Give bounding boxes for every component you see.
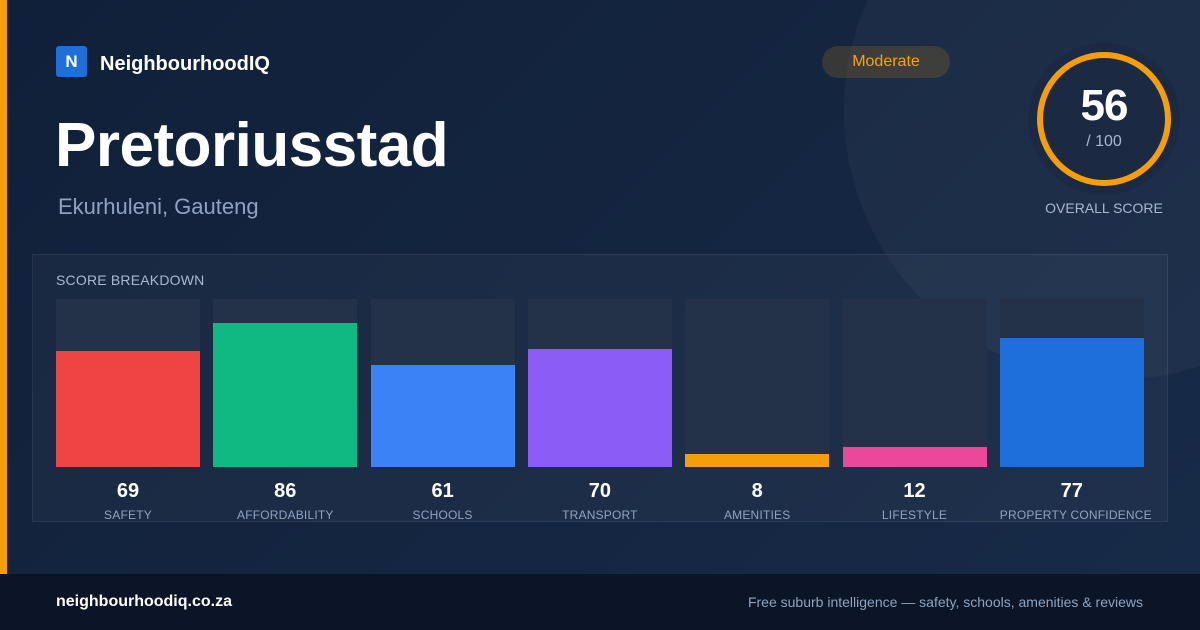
accent-stripe: [0, 0, 7, 574]
score-ring-backdrop: [1028, 43, 1180, 195]
breakdown-item-lifestyle: 12 LIFESTYLE: [842, 299, 987, 522]
bar-value: 77: [1060, 480, 1083, 502]
brand: N NeighbourhoodIQ: [56, 46, 270, 77]
bar-fill: [999, 338, 1144, 467]
share-card: N NeighbourhoodIQ Pretoriusstad Ekurhule…: [0, 0, 1200, 574]
footer-tagline: Free suburb intelligence — safety, schoo…: [747, 594, 1143, 610]
suburb-name: Pretoriusstad: [55, 111, 449, 180]
breakdown-item-safety: 69 SAFETY: [56, 299, 200, 522]
bar-label: AMENITIES: [723, 508, 791, 522]
rating-badge: Moderate: [822, 46, 950, 78]
brand-logo-icon: N: [56, 46, 87, 77]
bar-value: 8: [751, 480, 763, 502]
brand-name: NeighbourhoodIQ: [100, 53, 270, 75]
score-breakdown-panel: SCORE BREAKDOWN 69 SAFETY 86 AFFORDABILITY 6…: [32, 254, 1168, 522]
bar-fill: [370, 365, 515, 467]
bar-value: 86: [274, 480, 297, 502]
overall-score-max: / 100: [1086, 133, 1122, 150]
footer: neighbourhoodiq.co.za Free suburb intell…: [0, 574, 1200, 630]
bar-track: [370, 299, 515, 467]
bar-track: [685, 299, 830, 467]
bar-track: [842, 299, 987, 467]
breakdown-item-affordability: 86 AFFORDABILITY: [213, 299, 358, 522]
bar-fill: [842, 447, 987, 467]
bar-label: LIFESTYLE: [881, 508, 948, 522]
score-breakdown-title: SCORE BREAKDOWN: [56, 272, 205, 288]
bar-label: SCHOOLS: [412, 508, 473, 522]
bar-track: [56, 299, 200, 467]
score-ring-icon: [1028, 43, 1180, 195]
bar-fill: [56, 351, 200, 467]
bar-value: 69: [116, 480, 140, 502]
bar-track: [527, 299, 672, 467]
bar-label: AFFORDABILITY: [236, 508, 334, 522]
bar-track: [213, 299, 358, 467]
breakdown-item-schools: 61 SCHOOLS: [370, 299, 515, 522]
bar-label: PROPERTY CONFIDENCE: [999, 508, 1152, 522]
bar-fill: [527, 349, 672, 467]
footer-url: neighbourhoodiq.co.za: [56, 593, 232, 610]
overall-score-value: 56: [1080, 81, 1129, 130]
breakdown-item-amenities: 8 AMENITIES: [685, 299, 830, 522]
overall-score-ring: 56 / 100: [1028, 43, 1180, 195]
bar-label: TRANSPORT: [562, 508, 638, 522]
bar-value: 12: [903, 480, 926, 502]
breakdown-item-transport: 70 TRANSPORT: [527, 299, 672, 522]
suburb-location: Ekurhuleni, Gauteng: [58, 194, 259, 219]
score-ring-progress: [1037, 52, 1171, 186]
bar-fill: [685, 454, 830, 467]
breakdown-item-property-confidence: 77 PROPERTY CONFIDENCE: [999, 299, 1152, 522]
bar-label: SAFETY: [104, 508, 152, 522]
bar-track: [999, 299, 1144, 467]
bar-value: 61: [431, 480, 454, 502]
bar-fill: [213, 323, 358, 467]
overall-score-label: OVERALL SCORE: [1045, 200, 1163, 216]
bar-value: 70: [588, 480, 612, 502]
